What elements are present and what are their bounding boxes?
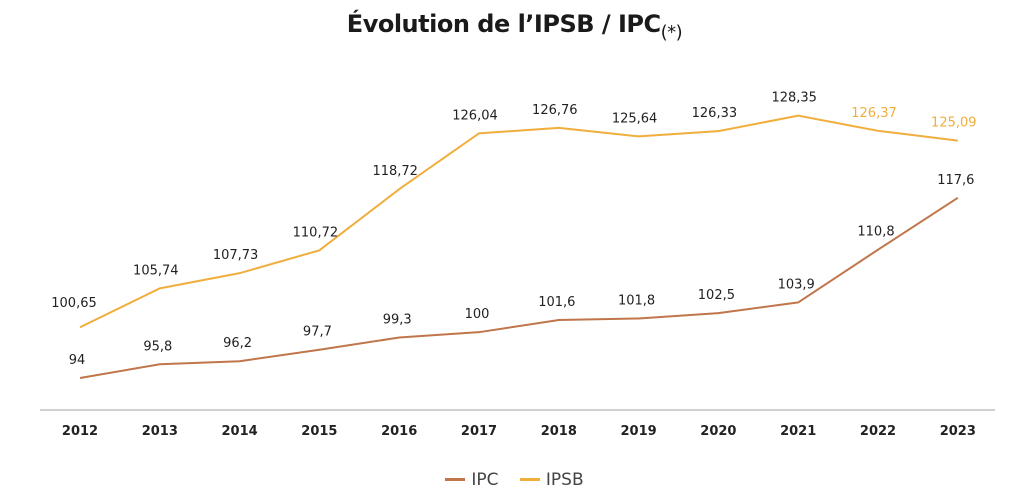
data-label-ipsb: 128,35 (771, 91, 817, 106)
legend-label-ipc: IPC (471, 469, 499, 490)
legend-item-ipsb: IPSB (519, 469, 584, 490)
data-label-ipsb: 126,33 (692, 106, 738, 121)
data-label-ipc: 117,6 (937, 173, 974, 188)
legend-swatch-ipsb (519, 478, 540, 481)
x-tick-label: 2019 (621, 424, 657, 439)
x-tick-label: 2013 (142, 424, 178, 439)
data-label-ipsb: 126,04 (452, 108, 498, 123)
data-label-ipc: 97,7 (303, 325, 332, 340)
x-tick-label: 2017 (461, 424, 497, 439)
data-label-ipsb: 125,09 (931, 116, 977, 131)
data-label-ipc: 95,8 (143, 339, 172, 354)
data-label-ipsb: 126,76 (532, 103, 578, 118)
data-label-ipsb: 126,37 (851, 106, 897, 121)
chart-title-text: Évolution de l’IPSB / IPC (346, 10, 661, 38)
x-tick-label: 2016 (381, 424, 417, 439)
data-label-ipc: 94 (69, 353, 86, 368)
data-label-ipc: 110,8 (857, 225, 894, 240)
data-label-ipsb: 125,64 (612, 111, 658, 126)
data-label-ipc: 101,8 (618, 293, 655, 308)
data-label-ipc: 96,2 (223, 336, 252, 351)
data-label-ipc: 99,3 (383, 313, 412, 328)
x-tick-label: 2022 (860, 424, 896, 439)
series-line-ipc (79, 196, 959, 379)
data-label-ipsb: 107,73 (213, 248, 259, 263)
x-tick-label: 2014 (222, 424, 258, 439)
chart-title: Évolution de l’IPSB / IPC(*) (0, 10, 1029, 43)
series-line-ipsb (79, 114, 958, 329)
x-tick-label: 2012 (62, 424, 98, 439)
x-tick-label: 2021 (780, 424, 816, 439)
data-label-ipc: 101,6 (538, 295, 575, 310)
legend-label-ipsb: IPSB (545, 469, 584, 490)
data-label-ipsb: 100,65 (51, 296, 97, 311)
x-tick-label: 2018 (541, 424, 577, 439)
data-label-ipsb: 110,72 (293, 225, 339, 240)
data-label-ipc: 103,9 (778, 277, 815, 292)
legend-swatch-ipc (445, 478, 466, 481)
x-tick-label: 2020 (700, 424, 736, 439)
legend-item-ipc: IPC (445, 469, 499, 490)
x-tick-label: 2023 (940, 424, 976, 439)
data-label-ipc: 102,5 (698, 288, 735, 303)
chart-legend: IPC IPSB (0, 466, 1029, 490)
data-label-ipc: 100 (465, 307, 490, 322)
x-tick-label: 2015 (301, 424, 337, 439)
data-label-ipsb: 105,74 (133, 263, 179, 278)
data-label-ipsb: 118,72 (372, 164, 418, 179)
chart-title-suffix: (*) (660, 22, 683, 43)
